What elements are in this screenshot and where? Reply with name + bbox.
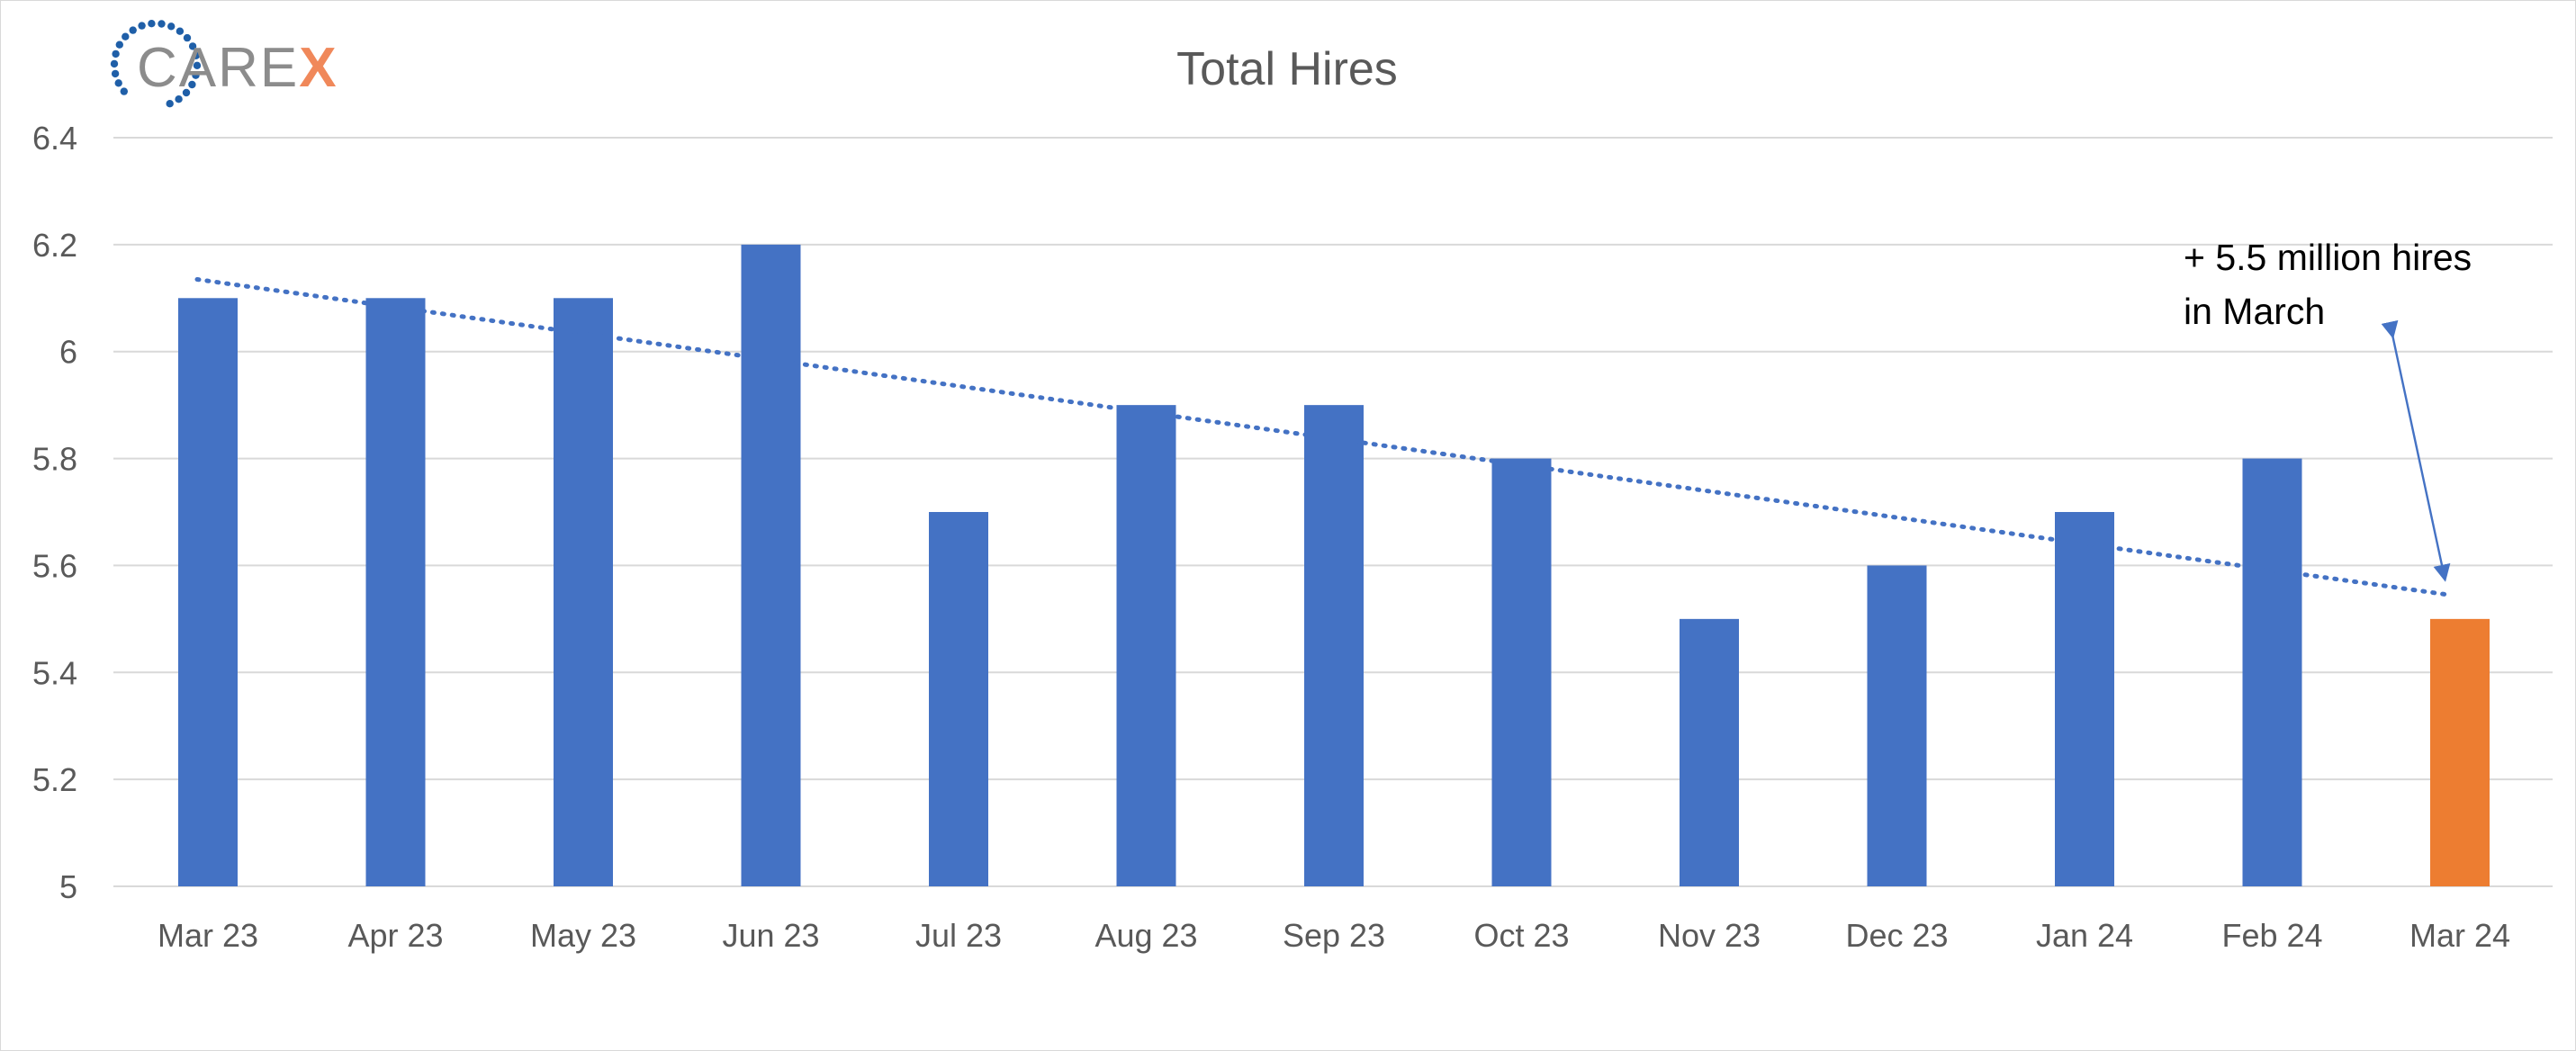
logo-dot — [129, 26, 137, 34]
logo-dot — [188, 42, 197, 50]
y-tick-label: 6.4 — [32, 120, 77, 157]
x-tick-label: Nov 23 — [1658, 917, 1761, 954]
y-tick-label: 6 — [59, 334, 77, 371]
y-tick-label: 5.2 — [32, 761, 77, 798]
y-tick-label: 5.4 — [32, 654, 77, 691]
bar-jul-23 — [929, 512, 988, 886]
bar-jan-24 — [2055, 512, 2114, 886]
x-tick-label: May 23 — [530, 917, 636, 954]
logo-dot — [110, 59, 119, 68]
logo-dot — [175, 95, 183, 103]
logo-dot — [182, 88, 191, 97]
logo-dot — [176, 27, 185, 35]
trendline — [194, 276, 2452, 597]
bar-feb-24 — [2242, 458, 2302, 886]
logo-text-main: CARE — [137, 37, 300, 99]
x-tick-label: Jun 23 — [722, 917, 819, 954]
x-tick-label: Feb 24 — [2221, 917, 2322, 954]
logo-dot-ring-icon — [110, 20, 202, 108]
bar-mar-24 — [2430, 618, 2490, 886]
annotation: + 5.5 million hires in March — [2184, 237, 2472, 582]
annotation-line-1: + 5.5 million hires — [2184, 237, 2472, 278]
logo-dot — [192, 51, 200, 59]
annotation-line-2: in March — [2184, 291, 2325, 332]
y-axis-ticks: 5 5.2 5.4 5.6 5.8 6 6.2 6.4 — [32, 120, 77, 905]
x-tick-label: Jul 23 — [915, 917, 1002, 954]
logo-dot — [115, 40, 123, 49]
logo-text-accent: X — [299, 37, 338, 99]
y-tick-label: 5.6 — [32, 547, 77, 584]
bar-aug-23 — [1116, 405, 1176, 887]
y-tick-label: 5 — [59, 868, 77, 905]
bar-oct-23 — [1491, 458, 1552, 886]
bar-mar-23 — [178, 298, 238, 886]
x-tick-label: Oct 23 — [1473, 917, 1569, 954]
y-tick-label: 6.2 — [32, 227, 77, 264]
chart-title: Total Hires — [1176, 43, 1398, 95]
bar-sep-23 — [1304, 405, 1364, 887]
logo-dot — [148, 20, 156, 28]
logo-dot — [120, 87, 128, 95]
carex-logo: CAREX — [106, 13, 358, 117]
y-tick-label: 5.8 — [32, 441, 77, 478]
bar-dec-23 — [1867, 565, 1927, 886]
logo-dot — [138, 22, 146, 30]
logo-dot — [112, 49, 120, 58]
logo-dot — [192, 71, 200, 79]
x-tick-label: Mar 23 — [158, 917, 258, 954]
logo-dot — [167, 22, 176, 31]
x-tick-label: Sep 23 — [1283, 917, 1385, 954]
x-axis-ticks: Mar 23 Apr 23 May 23 Jun 23 Jul 23 Aug 23 Sep … — [158, 917, 2510, 954]
logo-wordmark: CAREX — [137, 36, 338, 100]
x-tick-label: Aug 23 — [1094, 917, 1197, 954]
bar-apr-23 — [365, 298, 426, 886]
logo-dot — [158, 20, 166, 28]
trendline-group — [194, 276, 2452, 597]
x-tick-label: Jan 24 — [2036, 917, 2133, 954]
logo-dot — [193, 61, 202, 69]
annotation-arrow — [2381, 319, 2451, 582]
logo-dot — [111, 69, 120, 78]
bar-nov-23 — [1680, 618, 1739, 886]
logo-dot — [183, 33, 192, 42]
logo-dot — [188, 80, 196, 89]
logo-dot — [166, 100, 174, 108]
x-tick-label: Mar 24 — [2409, 917, 2510, 954]
bar-may-23 — [554, 298, 613, 886]
x-tick-label: Dec 23 — [1845, 917, 1948, 954]
bar-jun-23 — [741, 244, 801, 886]
logo-dot — [122, 32, 130, 40]
logo-dot — [114, 79, 122, 87]
bars — [178, 244, 2490, 887]
x-tick-label: Apr 23 — [347, 917, 443, 954]
